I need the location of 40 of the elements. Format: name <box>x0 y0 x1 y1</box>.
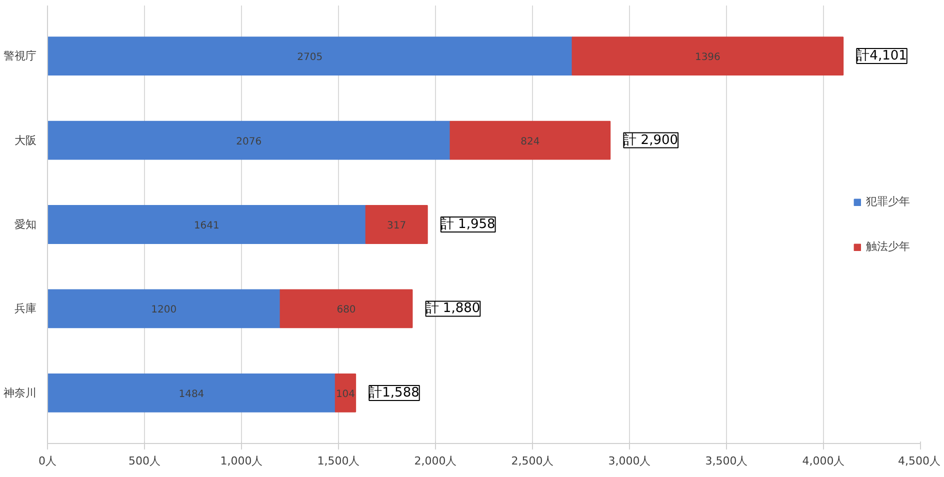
bar <box>334 374 356 412</box>
data-label: 680 <box>336 304 356 316</box>
data-label: 2705 <box>297 52 323 64</box>
y-tick-label: 大阪 <box>14 134 36 147</box>
y-tick-label: 警視庁 <box>4 50 36 63</box>
y-tick-label: 神奈川 <box>4 386 36 400</box>
legend-label: 犯罪少年 <box>866 194 910 209</box>
y-tick-label: 愛知 <box>14 218 36 231</box>
total-label: 計4,101 <box>856 48 907 64</box>
bar <box>48 120 451 160</box>
data-label: 1641 <box>194 220 220 232</box>
data-label: 104 <box>336 388 356 400</box>
bar <box>48 205 366 244</box>
x-tick-label: 1,500人 <box>317 454 360 468</box>
x-tick-label: 1,000人 <box>220 454 263 468</box>
x-tick-label: 500人 <box>128 454 160 468</box>
x-tick-label: 4,000人 <box>802 454 845 468</box>
legend-label: 触法少年 <box>866 239 910 254</box>
x-tick-label: 0人 <box>38 454 56 468</box>
bar <box>572 36 844 76</box>
data-label: 824 <box>520 136 540 148</box>
data-label: 1396 <box>694 52 720 64</box>
x-tick-label: 2,000人 <box>414 454 457 468</box>
y-tick-label: 兵庫 <box>14 302 36 316</box>
data-label: 317 <box>387 220 406 232</box>
x-tick-label: 4,500人 <box>898 454 941 468</box>
data-label: 2076 <box>236 136 262 148</box>
total-label: 計1,588 <box>369 385 420 400</box>
x-tick-label: 3,500人 <box>705 454 748 468</box>
bar <box>365 205 428 244</box>
total-label: 計 2,900 <box>624 132 678 148</box>
x-tick-label: 2,500人 <box>511 454 554 468</box>
x-tick-label: 3,000人 <box>608 454 651 468</box>
data-label: 1200 <box>151 304 177 316</box>
bar <box>280 289 413 328</box>
bar <box>450 120 611 160</box>
bar <box>48 289 281 328</box>
bar <box>48 36 573 76</box>
data-label: 1484 <box>178 388 204 400</box>
bar <box>48 374 336 412</box>
